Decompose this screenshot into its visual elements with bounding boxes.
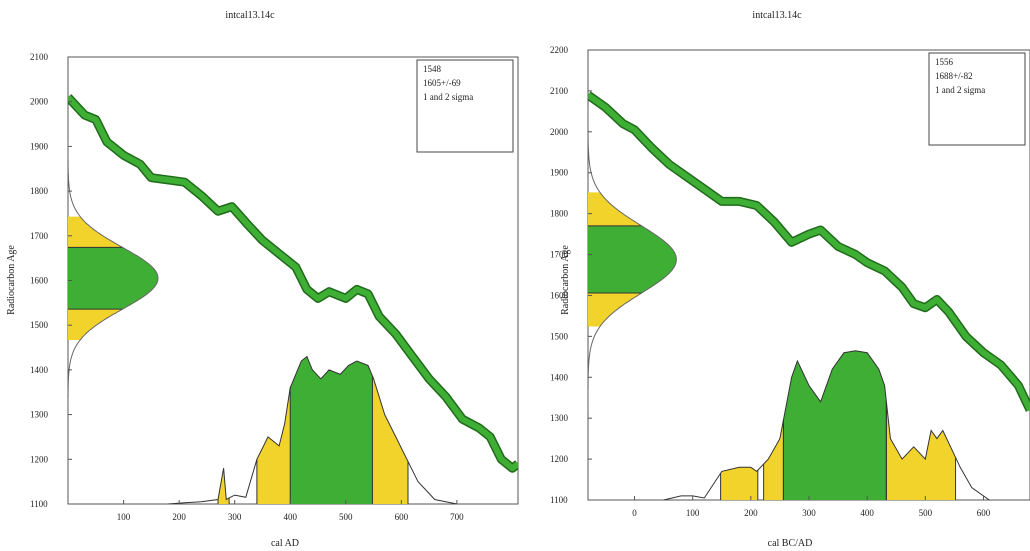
right-y-tick-label-0: 1100 [550,495,568,505]
left-calibrated-density-outline [167,355,457,504]
right-x-tick-label-3: 300 [802,508,816,518]
left-y-tick-label-1: 1200 [30,454,49,464]
right-y-tick-label-1: 1200 [550,454,569,464]
right-chart-title: intcal13.14c [752,10,802,21]
right-x-tick-label-6: 600 [977,508,991,518]
left-x-tick-label-3: 400 [283,512,297,522]
right-y-tick-label-11: 2200 [550,45,569,55]
right-y-tick-label-8: 1900 [550,168,569,178]
left-y-tick-label-7: 1800 [30,186,49,196]
right-y-tick-label-6: 1700 [550,250,569,260]
right-radiocarbon-1sigma-area [588,225,677,293]
right-y-tick-label-3: 1400 [550,372,569,382]
left-legend-line-1: 1605+/-69 [423,78,461,88]
right-x-tick-label-2: 200 [744,508,758,518]
left-chart-title: intcal13.14c [225,10,275,21]
right-calibrated-1sigma-area-0 [783,350,887,500]
right-calibrated-2sigma-area-2 [886,401,956,500]
left-radiocarbon-1sigma-area [68,247,158,310]
left-legend-line-2: 1 and 2 sigma [423,92,473,102]
right-legend-line-0: 1556 [935,57,954,67]
right-legend-line-1: 1688+/-82 [935,71,973,81]
left-y-tick-label-4: 1500 [30,320,49,330]
left-radiocarbon-density-outline [68,139,159,418]
right-y-tick-label-4: 1500 [550,331,569,341]
right-y-tick-label-10: 2100 [550,86,569,96]
left-x-tick-label-2: 300 [228,512,242,522]
right-y-tick-label-7: 1800 [550,209,569,219]
right-x-tick-label-4: 400 [860,508,874,518]
chart-left: 100 200 300 400 500 600 700 1100 1200 1300 1400 150… [6,10,519,549]
right-y-tick-label-5: 1600 [550,290,569,300]
left-legend-box [416,59,514,153]
right-x-tick-label-1: 100 [686,508,700,518]
left-y-tick-label-10: 2100 [30,52,49,62]
right-legend-line-2: 1 and 2 sigma [935,85,985,95]
right-y-tick-label-9: 2000 [550,127,569,137]
left-y-tick-label-6: 1700 [30,231,49,241]
left-calibrated-2sigma-area-0 [218,468,230,504]
right-y-tick-label-2: 1300 [550,413,569,423]
left-x-tick-label-1: 200 [172,512,186,522]
left-y-tick-label-0: 1100 [30,499,48,509]
left-x-tick-label-6: 700 [450,512,464,522]
right-calibration-curve [588,92,1030,412]
left-calibrated-1sigma-area-0 [290,356,373,504]
right-x-tick-label-5: 500 [919,508,933,518]
left-y-tick-label-9: 2000 [30,97,49,107]
chart-right: 0 100 200 300 400 500 600 1100 1200 1300 1400 1500 1… [550,10,1030,549]
right-legend-box [928,52,1026,146]
left-y-tick-label-3: 1400 [30,365,49,375]
right-calibrated-density-outline [663,350,990,500]
left-legend-line-0: 1548 [423,64,442,74]
left-x-tick-label-5: 600 [395,512,409,522]
right-radiocarbon-density-outline [588,108,677,411]
left-x-tick-label-0: 100 [117,512,131,522]
left-x-axis-label: cal AD [271,538,299,549]
right-x-tick-label-0: 0 [632,508,637,518]
right-x-axis-label: cal BC/AD [768,538,813,549]
right-y-axis-label: Radiocarbon Age [560,245,571,315]
left-calibration-curve [68,95,518,472]
left-y-tick-label-8: 1900 [30,141,49,151]
left-y-tick-label-2: 1300 [30,410,49,420]
left-y-axis-label: Radiocarbon Age [6,245,17,315]
left-x-tick-label-4: 500 [339,512,353,522]
right-calibrated-2sigma-area-0 [720,467,758,500]
right-calibrated-2sigma-area-1 [763,420,784,500]
left-y-tick-label-5: 1600 [30,276,49,286]
